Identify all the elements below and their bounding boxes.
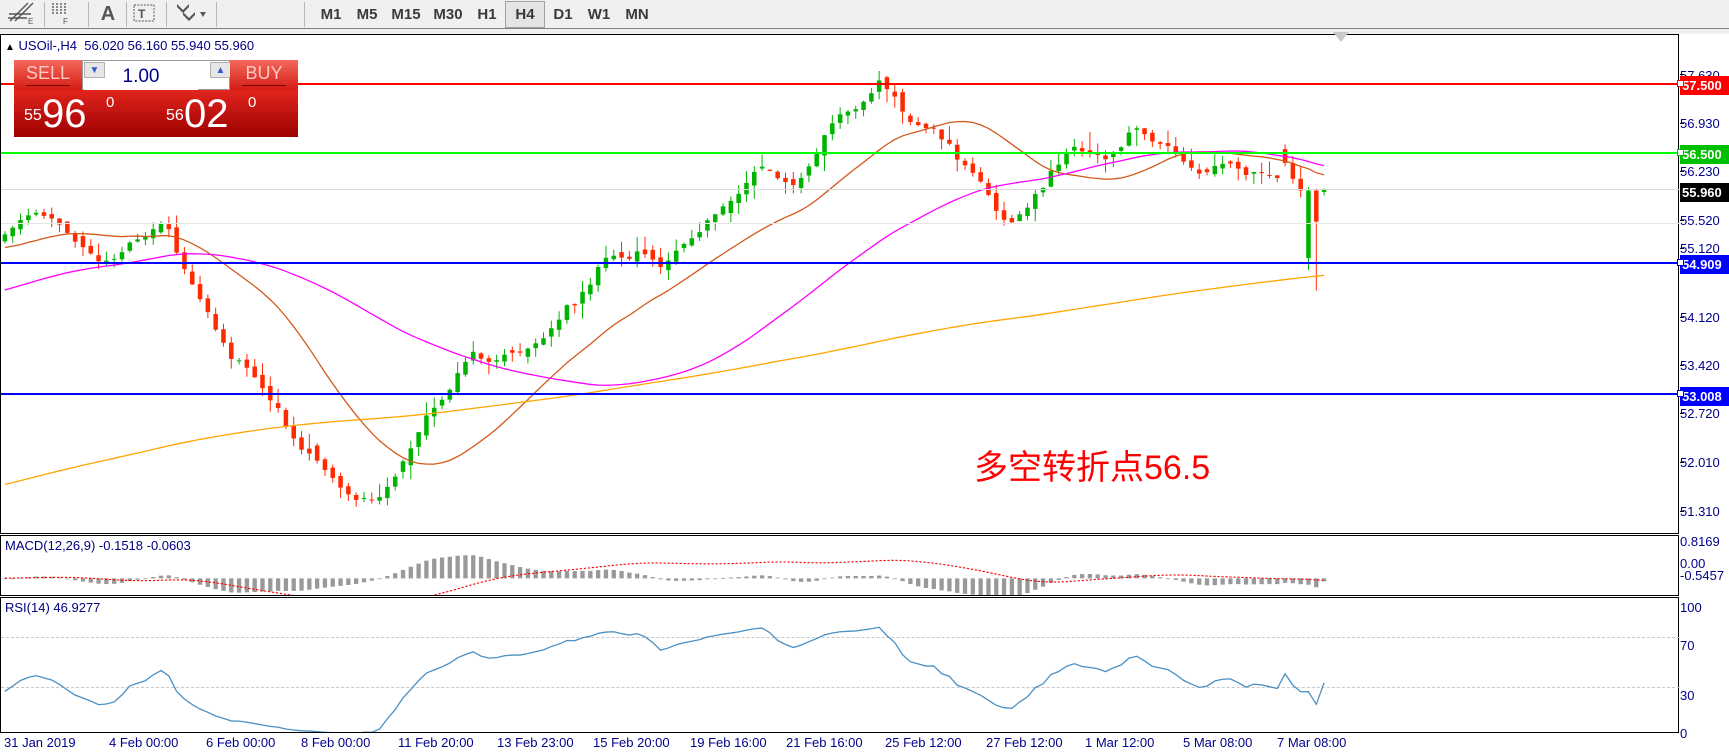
svg-text:E: E — [28, 17, 33, 26]
svg-text:F: F — [63, 17, 68, 26]
svg-text:T: T — [138, 7, 146, 21]
